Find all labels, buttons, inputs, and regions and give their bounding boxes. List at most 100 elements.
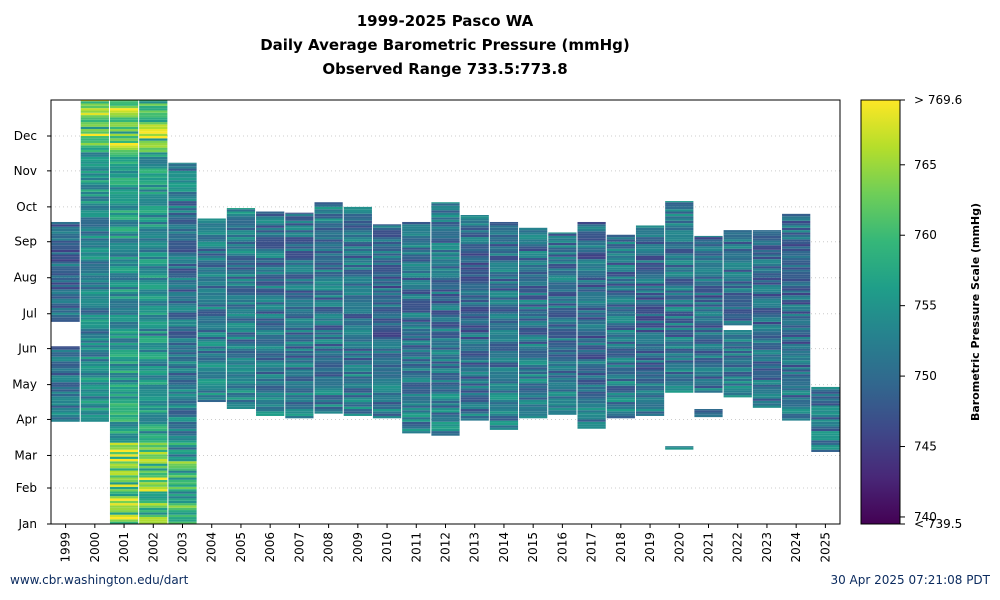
heatmap-cell <box>80 328 109 332</box>
heatmap-cell <box>694 311 723 314</box>
heatmap-cell <box>489 397 519 400</box>
heatmap-cell <box>314 381 343 384</box>
heatmap-cell <box>460 290 489 293</box>
heatmap-cell <box>285 374 314 377</box>
heatmap-cell <box>431 240 460 243</box>
heatmap-cell <box>168 491 197 494</box>
heatmap-cell <box>109 356 139 360</box>
heatmap-cell <box>519 360 548 363</box>
heatmap-cell <box>109 212 139 216</box>
heatmap-cell <box>139 177 168 181</box>
heatmap-cell <box>256 274 285 277</box>
heatmap-cell <box>694 336 723 340</box>
heatmap-cell <box>635 353 665 356</box>
heatmap-cell <box>80 105 109 109</box>
heatmap-cell <box>723 297 752 300</box>
heatmap-cell <box>168 465 197 469</box>
heatmap-cell <box>402 326 431 329</box>
y-tick-label-may: May <box>12 378 37 392</box>
source-url-link[interactable]: www.cbr.washington.edu/dart <box>10 573 189 587</box>
heatmap-cell <box>752 291 782 294</box>
heatmap-cell <box>519 404 548 407</box>
heatmap-cell <box>109 300 139 304</box>
heatmap-cell <box>109 486 139 490</box>
heatmap-cell <box>694 271 723 275</box>
heatmap-cell <box>577 317 606 320</box>
heatmap-cell <box>460 369 489 372</box>
heatmap-cell <box>168 215 197 218</box>
heatmap-cell <box>139 379 168 383</box>
heatmap-cell <box>548 342 577 346</box>
heatmap-cell <box>285 304 314 307</box>
heatmap-cell <box>782 348 811 351</box>
heatmap-cell <box>109 414 139 418</box>
heatmap-cell <box>139 198 168 202</box>
heatmap-cell <box>519 334 548 337</box>
heatmap-cell <box>51 224 80 227</box>
heatmap-cell <box>548 303 577 306</box>
heatmap-cell <box>168 307 197 311</box>
heatmap-cell <box>694 364 723 368</box>
heatmap-cell <box>782 406 811 409</box>
heatmap-cell <box>109 273 139 276</box>
heatmap-cell <box>256 220 285 224</box>
heatmap-cell <box>109 435 139 439</box>
heatmap-cell <box>460 306 489 310</box>
heatmap-cell <box>460 327 489 331</box>
heatmap-cell <box>489 422 519 426</box>
heatmap-cell <box>402 273 431 276</box>
heatmap-cell <box>109 112 139 116</box>
heatmap-cell <box>109 498 139 501</box>
heatmap-cell <box>139 435 168 439</box>
heatmap-cell <box>548 391 577 394</box>
heatmap-cell <box>723 371 752 375</box>
heatmap-cell <box>256 408 285 412</box>
heatmap-cell <box>314 209 343 212</box>
heatmap-cell <box>665 232 694 235</box>
heatmap-cell <box>489 334 519 337</box>
heatmap-cell <box>109 201 139 204</box>
heatmap-cell <box>577 424 606 427</box>
heatmap-cell <box>431 296 460 299</box>
heatmap-cell <box>109 266 139 269</box>
heatmap-cell <box>109 289 139 292</box>
heatmap-cell <box>723 271 752 275</box>
x-tick-label-2000: 2000 <box>88 532 102 563</box>
heatmap-cell <box>343 299 372 303</box>
x-tick-label-2005: 2005 <box>234 532 248 563</box>
heatmap-cell <box>519 230 548 233</box>
heatmap-cell <box>197 283 226 286</box>
heatmap-cell <box>139 442 168 446</box>
heatmap-cell <box>548 273 577 276</box>
heatmap-cell <box>168 363 197 367</box>
heatmap-cell <box>402 289 431 292</box>
heatmap-cell <box>577 224 606 227</box>
heatmap-cell <box>723 318 752 321</box>
x-tick-label-2011: 2011 <box>409 532 423 563</box>
heatmap-cell <box>372 285 402 289</box>
heatmap-cell <box>314 346 343 349</box>
heatmap-cell <box>343 269 372 272</box>
heatmap-cell <box>256 339 285 342</box>
heatmap-cell <box>285 378 314 382</box>
heatmap-cell <box>139 275 168 278</box>
heatmap-cell <box>314 285 343 289</box>
heatmap-cell <box>402 224 431 227</box>
heatmap-cell <box>431 372 460 376</box>
heatmap-cell <box>752 382 782 385</box>
heatmap-cell <box>694 262 723 265</box>
heatmap-cell <box>665 297 694 300</box>
heatmap-cell <box>285 212 314 214</box>
heatmap-cell <box>314 297 343 300</box>
heatmap-cell <box>80 345 109 348</box>
heatmap-cell <box>782 225 811 228</box>
heatmap-cell <box>226 276 256 279</box>
heatmap-cell <box>489 376 519 379</box>
heatmap-cell <box>285 395 314 398</box>
heatmap-cell <box>489 292 519 296</box>
heatmap-cell <box>139 486 168 490</box>
heatmap-cell <box>723 260 752 263</box>
heatmap-cell <box>431 333 460 336</box>
x-tick-label-2020: 2020 <box>672 532 686 563</box>
heatmap-cell <box>635 362 665 365</box>
